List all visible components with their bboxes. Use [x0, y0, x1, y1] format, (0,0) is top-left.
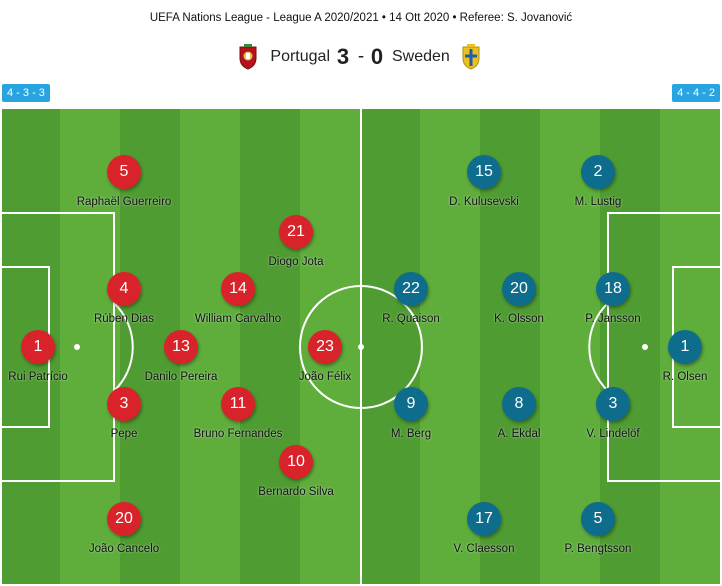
shirt-number: 5: [581, 502, 615, 536]
shirt-number: 11: [221, 387, 255, 421]
shirt-number: 23: [308, 330, 342, 364]
player-name: P. Jansson: [585, 313, 641, 325]
shirt-number: 3: [107, 387, 141, 421]
home-player-marker: 21 Diogo Jota: [269, 215, 323, 268]
away-score: 0: [370, 44, 384, 69]
away-player-marker: 18 P. Jansson: [585, 272, 641, 325]
shirt-number: 14: [221, 272, 255, 306]
away-player-marker: 17 V. Claesson: [454, 502, 514, 555]
home-formation-badge: 4 - 3 - 3: [2, 84, 50, 102]
away-player-marker: 9 M. Berg: [391, 387, 431, 440]
player-name: Bruno Fernandes: [193, 428, 283, 440]
home-player-marker: 14 William Carvalho: [195, 272, 281, 325]
away-player-marker: 20 K. Olsson: [494, 272, 544, 325]
player-name: Danilo Pereira: [144, 371, 218, 383]
shirt-number: 22: [394, 272, 428, 306]
shirt-number: 13: [164, 330, 198, 364]
shirt-number: 17: [467, 502, 501, 536]
shirt-number: 2: [581, 155, 615, 189]
away-team-name: Sweden: [392, 48, 450, 65]
player-name: R. Olsen: [662, 371, 708, 383]
player-name: V. Lindelöf: [586, 428, 640, 440]
player-name: Diogo Jota: [268, 256, 324, 268]
player-name: V. Claesson: [453, 543, 515, 555]
player-name: D. Kulusevski: [449, 196, 519, 208]
player-name: Bernardo Silva: [258, 486, 334, 498]
shirt-number: 10: [279, 445, 313, 479]
player-name: K. Olsson: [494, 313, 544, 325]
home-player-marker: 4 Rúben Dias: [94, 272, 154, 325]
home-player-marker: 5 Raphaël Guerreiro: [77, 155, 171, 208]
player-name: Raphaël Guerreiro: [76, 196, 172, 208]
shirt-number: 1: [21, 330, 55, 364]
pitch: 1 Rui Patrício 5 Raphaël Guerreiro 4 Rúben Di…: [0, 107, 722, 586]
player-name: João Félix: [298, 371, 352, 383]
away-formation-badge: 4 - 4 - 2: [672, 84, 720, 102]
shirt-number: 20: [107, 502, 141, 536]
player-name: Rui Patrício: [8, 371, 68, 383]
match-info-line: UEFA Nations League - League A 2020/2021…: [149, 12, 573, 24]
home-player-marker: 13 Danilo Pereira: [145, 330, 217, 383]
portugal-crest-icon: [236, 44, 260, 75]
home-player-marker: 10 Bernardo Silva: [258, 445, 334, 498]
sweden-crest-icon: [459, 44, 483, 75]
home-player-marker: 23 João Félix: [299, 330, 351, 383]
home-player-marker: 11 Bruno Fernandes: [194, 387, 282, 440]
shirt-number: 3: [596, 387, 630, 421]
home-player-marker: 3 Pepe: [107, 387, 141, 440]
away-player-marker: 8 A. Ekdal: [498, 387, 540, 440]
away-player-marker: 3 V. Lindelöf: [586, 387, 640, 440]
home-score: 3: [336, 44, 350, 69]
away-player-marker: 2 M. Lustig: [575, 155, 621, 208]
player-name: João Cancelo: [88, 543, 160, 555]
shirt-number: 5: [107, 155, 141, 189]
player-name: M. Lustig: [574, 196, 622, 208]
player-name: P. Bengtsson: [564, 543, 632, 555]
away-player-marker: 15 D. Kulusevski: [449, 155, 519, 208]
player-name: William Carvalho: [194, 313, 282, 325]
home-team-name: Portugal: [270, 48, 330, 65]
home-player-marker: 20 João Cancelo: [89, 502, 159, 555]
shirt-number: 20: [502, 272, 536, 306]
player-name: Pepe: [110, 428, 138, 440]
player-name: A. Ekdal: [497, 428, 541, 440]
away-player-marker: 22 R. Quaison: [382, 272, 440, 325]
scoreline: Portugal 3 - 0 Sweden: [0, 44, 722, 74]
shirt-number: 18: [596, 272, 630, 306]
player-name: M. Berg: [390, 428, 432, 440]
player-name: Rúben Dias: [93, 313, 155, 325]
away-player-marker: 1 R. Olsen: [663, 330, 707, 383]
shirt-number: 9: [394, 387, 428, 421]
home-player-marker: 1 Rui Patrício: [8, 330, 68, 383]
shirt-number: 4: [107, 272, 141, 306]
player-name: R. Quaison: [382, 313, 440, 325]
away-player-marker: 5 P. Bengtsson: [565, 502, 631, 555]
shirt-number: 1: [668, 330, 702, 364]
score-separator: -: [357, 46, 365, 67]
shirt-number: 8: [502, 387, 536, 421]
shirt-number: 21: [279, 215, 313, 249]
shirt-number: 15: [467, 155, 501, 189]
